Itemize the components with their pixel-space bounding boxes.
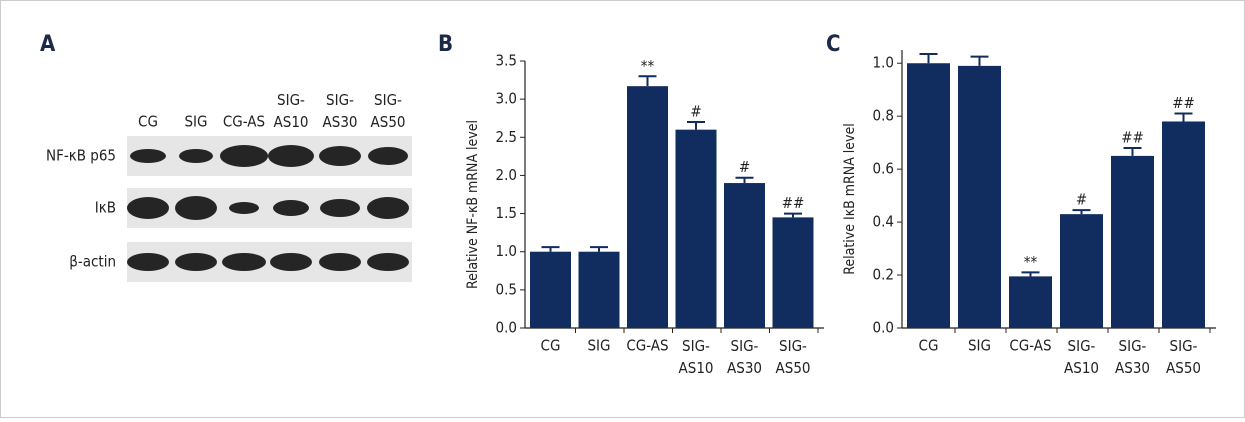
y-tick-label: 0.6 — [873, 160, 894, 178]
y-tick-label: 0.2 — [873, 266, 894, 284]
band — [127, 253, 169, 271]
x-tick-label: SIG-AS30 — [727, 337, 762, 377]
bar — [724, 183, 765, 328]
x-tick-label: SIG-AS30 — [1115, 337, 1150, 377]
x-tick-label: SIG — [968, 337, 991, 355]
band — [268, 145, 314, 167]
error-bar — [1022, 272, 1040, 276]
band — [319, 146, 361, 166]
band — [222, 253, 266, 271]
lane-label: CG-AS — [223, 113, 265, 131]
error-bar — [687, 122, 705, 130]
error-bar — [542, 247, 560, 252]
significance-label: ** — [1024, 253, 1038, 271]
significance-label: # — [1076, 191, 1087, 209]
y-tick-label: 1.0 — [496, 242, 517, 260]
figure: A B C CG SIG CG-AS SIG-AS10 SIG-AS30 SIG-AS50 NF-… — [0, 0, 1245, 418]
x-tick-label: SIG-AS50 — [1166, 337, 1201, 377]
band — [220, 145, 268, 167]
band — [367, 197, 409, 219]
error-bar — [639, 76, 657, 86]
error-bar — [1124, 148, 1142, 156]
y-tick-label: 2.0 — [496, 166, 517, 184]
x-tick-label: CG-AS — [626, 337, 668, 355]
error-bar — [784, 214, 802, 218]
x-tick-label: CG-AS — [1009, 337, 1051, 355]
y-tick-label: 0.5 — [496, 280, 517, 298]
band — [175, 196, 217, 220]
bar — [530, 252, 571, 328]
band — [367, 253, 409, 271]
band — [270, 253, 312, 271]
bar — [907, 63, 950, 328]
error-bar — [1175, 114, 1193, 122]
lane-label: SIG-AS30 — [323, 91, 358, 131]
y-tick-label: 0.0 — [873, 319, 894, 337]
lane-label: SIG — [184, 113, 207, 131]
panel-label: C — [826, 32, 841, 57]
significance-label: ## — [1121, 128, 1144, 146]
y-tick-label: 1.0 — [873, 54, 894, 72]
band — [320, 199, 360, 217]
band — [130, 149, 166, 163]
row-label: NF-κB p65 — [46, 147, 116, 165]
error-bar — [971, 57, 989, 66]
panel-label: A — [40, 32, 56, 57]
bar — [1162, 121, 1205, 328]
x-tick-label: CG — [919, 337, 939, 355]
y-tick-label: 2.5 — [496, 128, 517, 146]
row-label: IκB — [95, 199, 116, 217]
significance-label: ## — [782, 194, 805, 212]
significance-label: # — [739, 158, 750, 176]
band — [127, 197, 169, 219]
x-tick-label: SIG-AS10 — [1064, 337, 1099, 377]
band — [273, 200, 309, 216]
significance-label: ## — [1172, 94, 1195, 112]
bar — [958, 66, 1001, 328]
x-tick-label: CG — [541, 337, 561, 355]
y-tick-label: 1.5 — [496, 204, 517, 222]
error-bar — [736, 178, 754, 183]
bar — [627, 86, 668, 328]
significance-label: ** — [641, 57, 655, 75]
band — [368, 147, 408, 165]
y-axis-label: Relative IκB mRNA level — [842, 123, 858, 275]
x-tick-label: SIG — [587, 337, 610, 355]
error-bar — [590, 247, 608, 252]
band — [179, 149, 213, 163]
bar — [579, 252, 620, 328]
y-axis-label: Relative NF-κB mRNA level — [465, 120, 481, 289]
band — [319, 253, 361, 271]
bar — [1060, 214, 1103, 328]
lane-label: SIG-AS50 — [371, 91, 406, 131]
row-label: β-actin — [69, 253, 116, 271]
panel-label: B — [438, 32, 453, 57]
bar — [1009, 276, 1052, 328]
y-tick-label: 0.0 — [496, 319, 517, 337]
y-tick-label: 0.8 — [873, 107, 894, 125]
x-tick-label: SIG-AS10 — [679, 337, 714, 377]
bar — [1111, 156, 1154, 328]
y-tick-label: 0.4 — [873, 213, 894, 231]
band — [229, 202, 259, 214]
lane-label: SIG-AS10 — [274, 91, 309, 131]
bar — [773, 217, 814, 328]
bar — [676, 130, 717, 328]
lane-label: CG — [138, 113, 158, 131]
error-bar — [920, 54, 938, 63]
significance-label: # — [690, 103, 701, 121]
y-tick-label: 3.0 — [496, 90, 517, 108]
error-bar — [1073, 210, 1091, 214]
y-tick-label: 3.5 — [496, 52, 517, 70]
band — [175, 253, 217, 271]
x-tick-label: SIG-AS50 — [776, 337, 811, 377]
